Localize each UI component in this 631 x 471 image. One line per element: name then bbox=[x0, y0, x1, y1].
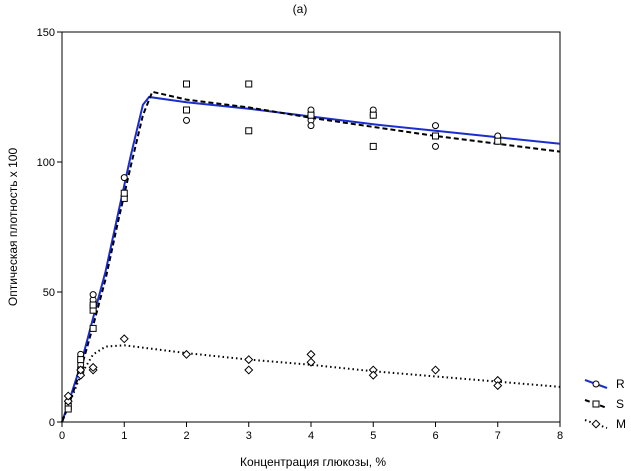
data-point-r bbox=[89, 291, 97, 299]
data-point-s bbox=[369, 111, 377, 119]
legend-label-m: M bbox=[616, 417, 626, 431]
y-axis-label: Оптическая плотность x 100 bbox=[6, 148, 20, 307]
data-point-s bbox=[64, 405, 72, 413]
data-point-m bbox=[119, 334, 129, 344]
x-tick-label: 4 bbox=[308, 430, 314, 442]
data-point-m bbox=[76, 370, 86, 380]
data-point-r bbox=[120, 174, 128, 182]
data-point-s bbox=[77, 356, 85, 364]
legend-label-r: R bbox=[616, 377, 625, 391]
fit-line-r bbox=[61, 95, 561, 423]
x-tick-label: 7 bbox=[495, 430, 501, 442]
y-tick-label: 100 bbox=[37, 157, 55, 169]
data-point-s bbox=[89, 324, 97, 332]
data-point-s bbox=[183, 80, 190, 88]
data-point-r bbox=[432, 142, 439, 150]
legend: RSM bbox=[584, 377, 626, 431]
x-axis-label: Концентрация глюкозы, % bbox=[240, 455, 386, 469]
data-point-s bbox=[245, 80, 253, 88]
data-markers bbox=[63, 80, 503, 413]
x-axis: 0 1 2 3 4 5 6 7 8 bbox=[59, 422, 563, 442]
legend-marker-s bbox=[592, 400, 600, 408]
y-axis: 0 50 100 150 bbox=[37, 27, 62, 429]
x-tick-label: 8 bbox=[557, 430, 563, 442]
fit-lines bbox=[61, 90, 561, 423]
y-tick-label: 50 bbox=[43, 287, 55, 299]
x-tick-label: 5 bbox=[370, 430, 376, 442]
x-tick-label: 3 bbox=[246, 430, 252, 442]
data-point-s bbox=[183, 106, 190, 114]
data-point-m bbox=[244, 365, 254, 375]
y-tick-label: 0 bbox=[49, 417, 55, 429]
legend-label-s: S bbox=[616, 397, 624, 411]
data-point-s bbox=[89, 301, 97, 309]
data-point-m bbox=[76, 365, 86, 375]
y-tick-label: 150 bbox=[37, 27, 55, 39]
data-point-m bbox=[306, 349, 316, 359]
data-point-m bbox=[306, 357, 316, 367]
data-point-s bbox=[369, 142, 377, 150]
data-point-s bbox=[245, 127, 253, 135]
data-point-s bbox=[494, 137, 502, 145]
legend-marker-m bbox=[591, 419, 601, 429]
x-tick-label: 1 bbox=[121, 430, 127, 442]
data-point-r bbox=[307, 122, 315, 130]
x-tick-label: 6 bbox=[432, 430, 438, 442]
x-tick-label: 0 bbox=[59, 430, 65, 442]
data-point-s bbox=[307, 111, 315, 119]
data-point-m bbox=[181, 349, 192, 359]
data-point-m bbox=[368, 370, 378, 380]
legend-marker-r bbox=[592, 380, 600, 388]
data-point-m bbox=[244, 355, 254, 365]
fit-line-s bbox=[61, 90, 561, 423]
data-point-m bbox=[63, 396, 73, 406]
data-point-s bbox=[432, 132, 439, 140]
data-point-r bbox=[432, 122, 439, 130]
data-point-m bbox=[430, 365, 441, 375]
data-point-s bbox=[120, 189, 128, 197]
data-point-m bbox=[88, 362, 98, 372]
x-tick-label: 2 bbox=[183, 430, 189, 442]
data-point-r bbox=[183, 116, 190, 124]
chart-title: (a) bbox=[293, 2, 308, 16]
data-point-m bbox=[63, 391, 73, 401]
data-point-m bbox=[493, 381, 503, 391]
